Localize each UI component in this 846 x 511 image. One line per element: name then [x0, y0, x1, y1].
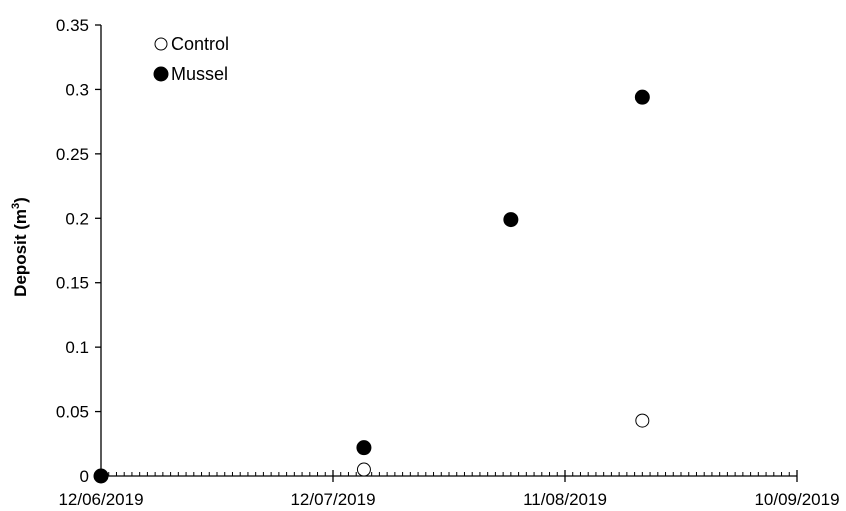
- x-tick-label: 12/07/2019: [290, 490, 375, 509]
- y-tick-label: 0.15: [56, 274, 89, 293]
- y-tick-label: 0.3: [65, 80, 89, 99]
- control-point: [635, 413, 650, 428]
- y-tick-label: 0: [80, 467, 89, 486]
- control-point: [356, 462, 371, 477]
- x-tick-label: 11/08/2019: [523, 490, 607, 509]
- y-tick-label: 0.35: [56, 16, 89, 35]
- legend-marker-mussel: [153, 66, 169, 82]
- y-tick-label: 0.05: [56, 403, 89, 422]
- mussel-point: [93, 468, 109, 484]
- plot-area: 0 0.05 0.1 0.15 0.2 0.25 0.3 0.35 12/06/2019 12/0…: [56, 16, 840, 509]
- y-tick-label: 0.1: [65, 338, 89, 357]
- mussel-point: [503, 212, 519, 228]
- x-tick-label: 12/06/2019: [58, 490, 143, 509]
- legend-label-mussel: Mussel: [171, 64, 228, 84]
- y-tick-label: 0.2: [65, 209, 89, 228]
- mussel-point: [356, 440, 372, 456]
- x-tick-label: 10/09/2019: [754, 490, 839, 509]
- y-axis-title: Deposit (m3): [10, 197, 30, 297]
- legend-label-control: Control: [171, 34, 229, 54]
- legend-marker-control: [154, 37, 168, 51]
- mussel-point: [634, 89, 650, 105]
- y-tick-label: 0.25: [56, 145, 89, 164]
